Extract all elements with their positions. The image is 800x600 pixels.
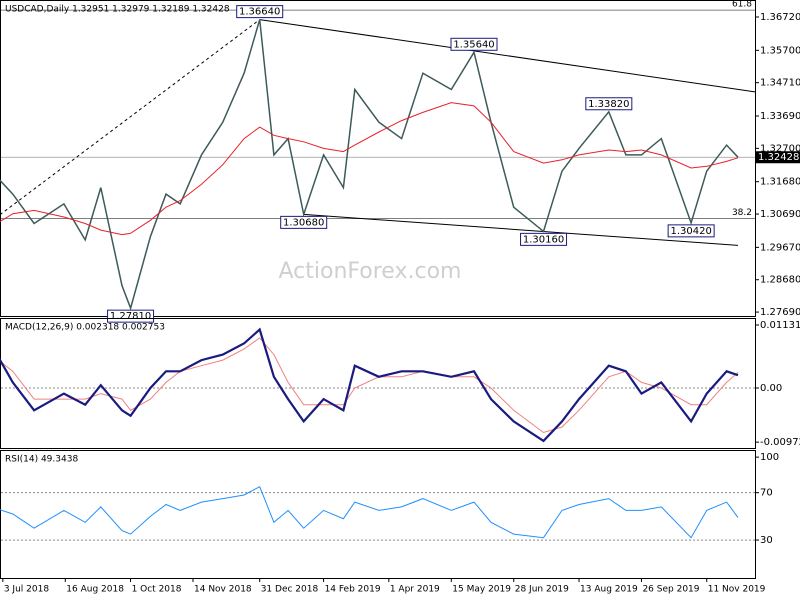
y-tick-label: 1.27690 xyxy=(760,307,800,318)
y-tick-label: -0.009729 xyxy=(760,437,800,448)
x-tick-label: 26 Sep 2019 xyxy=(642,585,699,595)
y-tick-label: 30 xyxy=(760,535,773,546)
series-line xyxy=(0,337,739,434)
x-tick-label: 3 Jul 2018 xyxy=(4,585,49,595)
price-label-box xyxy=(450,37,498,51)
price-label-box xyxy=(107,309,155,323)
price-label: 1.33820 xyxy=(588,99,629,110)
price-label-box xyxy=(280,215,328,229)
watermark: ActionForex.com xyxy=(279,259,462,284)
panel-title: USDCAD,Daily 1.32951 1.32979 1.32189 1.3… xyxy=(5,5,230,15)
x-tick-label: 15 May 2019 xyxy=(452,585,511,595)
y-tick-label: 1.28680 xyxy=(760,275,800,286)
y-tick-label: 1.36720 xyxy=(760,12,800,23)
y-tick-label: 1.32700 xyxy=(760,143,800,154)
x-tick-label: 1 Oct 2018 xyxy=(132,585,182,595)
series-line xyxy=(0,19,739,311)
y-tick-label: 1.30690 xyxy=(760,209,800,220)
price-label-box xyxy=(236,5,284,19)
trendline xyxy=(259,19,756,93)
trendline xyxy=(303,213,739,246)
series-line xyxy=(0,485,739,539)
y-tick-label: 70 xyxy=(760,488,773,499)
level-label: 38.2 xyxy=(732,208,752,218)
x-tick-label: 11 Nov 2019 xyxy=(708,585,766,595)
price-label: 1.30160 xyxy=(523,234,564,245)
price-label-box xyxy=(520,232,568,246)
price-label: 1.30420 xyxy=(670,226,711,237)
last-price-box xyxy=(755,151,800,164)
last-price-label: 1.32428 xyxy=(758,152,799,163)
y-tick-label: 1.29670 xyxy=(760,242,800,253)
panel-title: MACD(12,26,9) 0.002318 0.002753 xyxy=(5,323,165,333)
x-tick-label: 28 Jun 2019 xyxy=(515,585,569,595)
y-tick-label: 0.011313 xyxy=(760,320,800,331)
y-tick-label: 1.31680 xyxy=(760,177,800,188)
series-line xyxy=(0,102,739,236)
x-tick-label: 1 Apr 2019 xyxy=(390,585,440,595)
price-label: 1.30680 xyxy=(283,217,324,228)
level-label: 61.8 xyxy=(732,0,752,10)
price-label: 1.35640 xyxy=(453,39,494,50)
y-tick-label: 1.33690 xyxy=(760,111,800,122)
x-tick-label: 31 Dec 2018 xyxy=(261,585,319,595)
trendline xyxy=(0,19,261,216)
price-label-box xyxy=(667,224,715,238)
x-tick-label: 16 Aug 2018 xyxy=(66,585,124,595)
x-tick-label: 14 Feb 2019 xyxy=(325,585,381,595)
price-label: 1.27810 xyxy=(110,311,151,322)
price-label: 1.36640 xyxy=(239,7,280,18)
y-tick-label: 1.34710 xyxy=(760,78,800,89)
y-tick-label: 100 xyxy=(760,452,779,463)
panel-title: RSI(14) 49.3438 xyxy=(5,455,78,465)
price-label-box xyxy=(585,97,633,111)
panel-frame xyxy=(0,318,756,449)
x-tick-label: 13 Aug 2019 xyxy=(580,585,638,595)
y-tick-label: 1.35700 xyxy=(760,45,800,56)
x-tick-label: 14 Nov 2018 xyxy=(194,585,252,595)
series-line xyxy=(0,327,739,443)
y-tick-label: 0.00 xyxy=(760,383,782,394)
panel-frame xyxy=(0,450,756,579)
